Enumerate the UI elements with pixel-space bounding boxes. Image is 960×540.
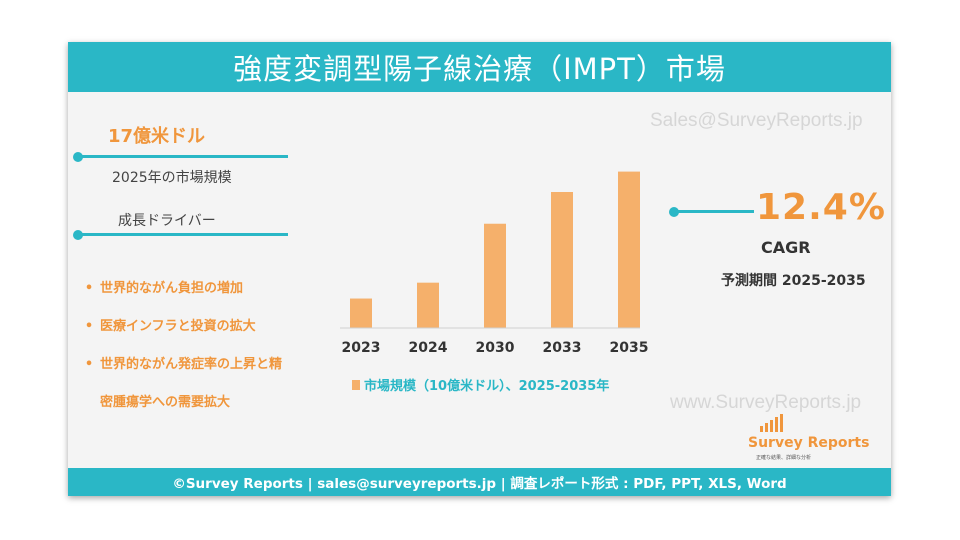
driver-text: 密腫瘍学への需要拡大 — [100, 395, 231, 410]
driver-item: • 世界的ながん発症率の上昇と精 — [78, 346, 338, 384]
growth-drivers-divider — [80, 233, 288, 236]
logo: Survey Reports — [748, 435, 869, 451]
driver-text: 世界的ながん負担の増加 — [100, 281, 244, 296]
tick-label-2030: 2030 — [476, 340, 515, 356]
footer: ©Survey Reports | sales@surveyreports.jp… — [68, 468, 891, 496]
driver-text: 医療インフラと投資の拡大 — [100, 319, 256, 334]
page-title: 強度変調型陽子線治療（IMPT）市場 — [68, 42, 891, 92]
growth-drivers-heading: 成長ドライバー — [118, 213, 216, 229]
cagr-label: CAGR — [761, 238, 811, 257]
bar-2023 — [350, 298, 372, 328]
driver-text: 世界的ながん発症率の上昇と精 — [100, 357, 283, 372]
tick-label-2035: 2035 — [610, 340, 649, 356]
driver-item: • 医療インフラと投資の拡大 — [78, 308, 338, 346]
bullet-icon: • — [84, 319, 94, 334]
bullet-icon: • — [84, 281, 94, 296]
market-value-label: 2025年の市場規模 — [112, 170, 232, 186]
infographic-card: 強度変調型陽子線治療（IMPT）市場 Sales@SurveyReports.j… — [68, 42, 891, 496]
tick-label-2024: 2024 — [409, 340, 448, 356]
drivers-list: • 世界的ながん負担の増加 • 医療インフラと投資の拡大 • 世界的ながん発症率の上昇… — [78, 270, 338, 422]
growth-drivers-dot — [73, 230, 83, 240]
legend-swatch — [352, 380, 360, 390]
bullet-icon: • — [84, 357, 94, 372]
watermark-email: Sales@SurveyReports.jp — [650, 110, 863, 131]
bar-2033 — [551, 192, 573, 328]
driver-item: • 世界的ながん負担の増加 — [78, 270, 338, 308]
bar-chart: 2023 2024 2030 2033 2035 市場規模（10億米ドル）、2025-20… — [340, 171, 649, 394]
logo-tagline: 正確な結果、詳細な分析 — [756, 455, 812, 461]
watermark-url: www.SurveyReports.jp — [670, 392, 862, 413]
bar-2030 — [484, 223, 506, 328]
legend-label: 市場規模（10億米ドル）、2025-2035年 — [364, 378, 609, 394]
market-value: 17億米ドル — [108, 126, 206, 147]
market-value-dot — [73, 152, 83, 162]
logo-bars-icon — [760, 414, 783, 432]
cagr-divider — [676, 210, 754, 213]
forecast-period: 予測期間 2025-2035 — [721, 273, 866, 289]
cagr-dot — [669, 207, 679, 217]
market-value-divider — [80, 155, 288, 158]
bar-2035 — [618, 171, 640, 328]
bar-2024 — [417, 282, 439, 328]
cagr-value: 12.4% — [756, 187, 886, 228]
driver-item: 密腫瘍学への需要拡大 — [78, 384, 338, 422]
logo-name: Survey Reports — [748, 435, 870, 451]
tick-label-2033: 2033 — [543, 340, 582, 356]
tick-label-2023: 2023 — [342, 340, 381, 356]
